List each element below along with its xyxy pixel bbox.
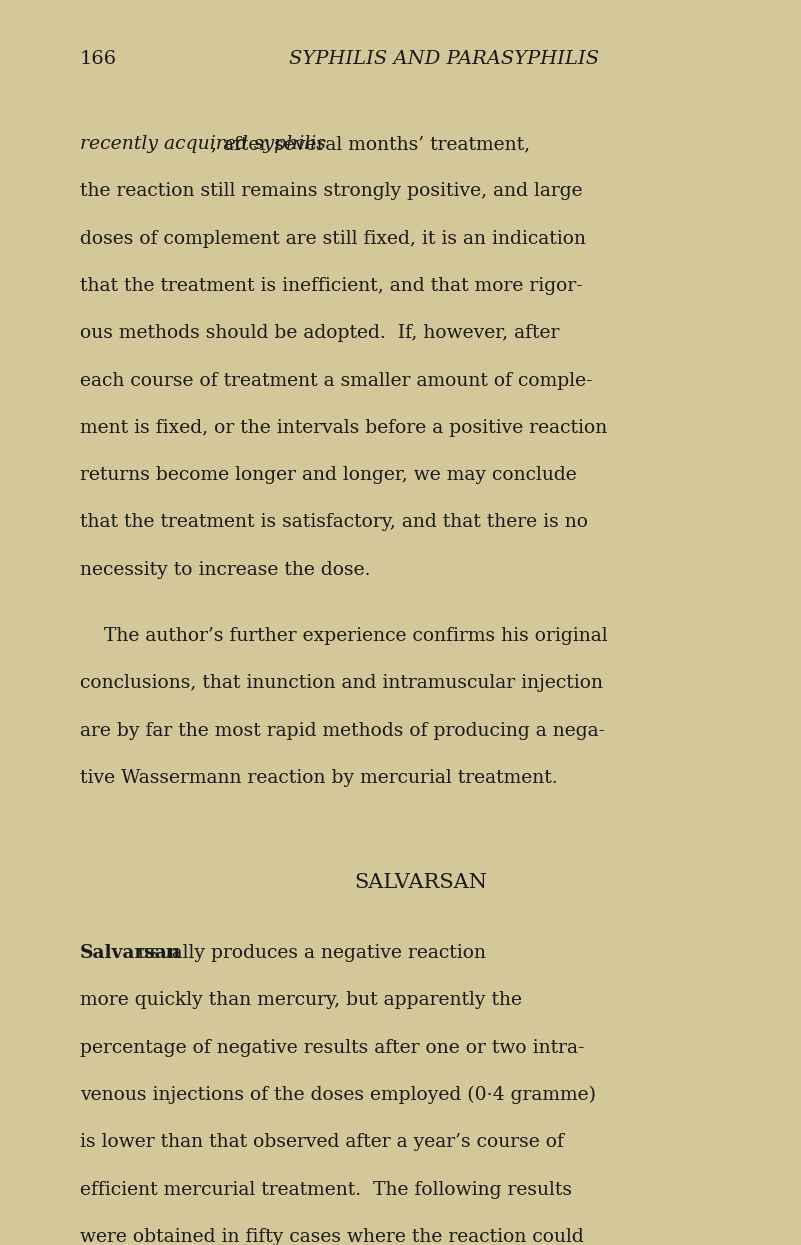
Text: Salvarsan: Salvarsan xyxy=(80,944,182,962)
Text: percentage of negative results after one or two intra-: percentage of negative results after one… xyxy=(80,1038,585,1057)
Text: usually produces a negative reaction: usually produces a negative reaction xyxy=(132,944,486,962)
Text: necessity to increase the dose.: necessity to increase the dose. xyxy=(80,560,371,579)
Text: , after several months’ treatment,: , after several months’ treatment, xyxy=(211,134,530,153)
Text: tive Wassermann reaction by mercurial treatment.: tive Wassermann reaction by mercurial tr… xyxy=(80,769,557,787)
Text: doses of complement are still fixed, it is an indication: doses of complement are still fixed, it … xyxy=(80,229,586,248)
Text: 166: 166 xyxy=(80,50,117,67)
Text: SALVARSAN: SALVARSAN xyxy=(354,873,487,891)
Text: more quickly than mercury, but apparently the: more quickly than mercury, but apparentl… xyxy=(80,991,522,1010)
Text: recently acquired syphilis: recently acquired syphilis xyxy=(80,134,326,153)
Text: venous injections of the doses employed (0·4 gramme): venous injections of the doses employed … xyxy=(80,1086,596,1104)
Text: ment is fixed, or the intervals before a positive reaction: ment is fixed, or the intervals before a… xyxy=(80,418,607,437)
Text: efficient mercurial treatment.  The following results: efficient mercurial treatment. The follo… xyxy=(80,1180,572,1199)
Text: are by far the most rapid methods of producing a nega-: are by far the most rapid methods of pro… xyxy=(80,722,606,740)
Text: The author’s further experience confirms his original: The author’s further experience confirms… xyxy=(80,627,608,645)
Text: is lower than that observed after a year’s course of: is lower than that observed after a year… xyxy=(80,1133,564,1152)
Text: returns become longer and longer, we may conclude: returns become longer and longer, we may… xyxy=(80,466,577,484)
Text: were obtained in fifty cases where the reaction could: were obtained in fifty cases where the r… xyxy=(80,1228,584,1245)
Text: that the treatment is inefficient, and that more rigor-: that the treatment is inefficient, and t… xyxy=(80,276,583,295)
Text: each course of treatment a smaller amount of comple-: each course of treatment a smaller amoun… xyxy=(80,371,593,390)
Text: ous methods should be adopted.  If, however, after: ous methods should be adopted. If, howev… xyxy=(80,324,559,342)
Text: that the treatment is satisfactory, and that there is no: that the treatment is satisfactory, and … xyxy=(80,513,588,532)
Text: SYPHILIS AND PARASYPHILIS: SYPHILIS AND PARASYPHILIS xyxy=(289,50,600,67)
Text: conclusions, that inunction and intramuscular injection: conclusions, that inunction and intramus… xyxy=(80,675,603,692)
Text: the reaction still remains strongly positive, and large: the reaction still remains strongly posi… xyxy=(80,182,582,200)
